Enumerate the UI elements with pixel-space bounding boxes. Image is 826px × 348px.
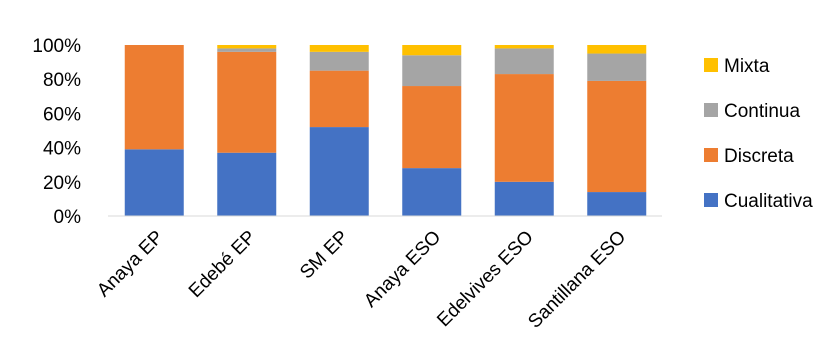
bar-segment-cualitativa [217,152,277,216]
y-tick-label: 0% [54,207,82,228]
bar-segment-cualitativa [124,149,184,216]
x-tick-label: SM EP [296,227,353,284]
y-tick-label: 80% [43,70,81,91]
bar-segment-discreta [309,70,369,128]
bar-segment-mixta [494,45,554,49]
x-tick-label: Anaya EP [93,227,168,302]
y-tick-label: 100% [32,36,81,57]
bar-segment-cualitativa [402,168,462,216]
legend-label: Cualitativa [724,191,813,212]
x-tick-label: Edebé EP [185,227,260,302]
bar-segment-discreta [494,74,554,182]
bar-segment-mixta [587,45,647,54]
legend-swatch-mixta [704,58,718,72]
legend-swatch-discreta [704,148,718,162]
bar-segment-mixta [402,45,462,56]
y-tick-label: 60% [43,104,81,125]
bar-segment-continua [494,48,554,75]
bar-segment-cualitativa [587,192,647,216]
bar-segment-continua [587,53,647,81]
legend-label: Discreta [724,146,794,167]
legend-swatch-cualitativa [704,193,718,207]
bar-segment-mixta [217,45,277,49]
y-tick-label: 40% [43,139,81,160]
bar-segment-continua [217,48,277,52]
y-axis: 0% 20% 40% 60% 80% 100% [32,36,81,228]
bar-segment-cualitativa [309,127,369,216]
bar-segment-mixta [309,45,369,52]
bar-segment-discreta [402,86,462,169]
x-axis: Anaya EP Edebé EP SM EP Anaya ESOEdelvives … [93,227,630,333]
bar-segment-continua [402,55,462,87]
y-tick-label: 20% [43,173,81,194]
bar-segment-discreta [217,51,277,153]
legend-label: Mixta [724,56,770,77]
legend: Mixta Continua Discreta Cualitativa [704,56,813,212]
bar-segment-continua [309,51,369,71]
bar-segment-discreta [587,80,647,193]
bar-segment-discreta [124,45,184,150]
bar-segment-cualitativa [494,181,554,216]
x-tick-label: Anaya ESO [360,227,445,312]
x-tick-label: Edelvives ESO [433,227,537,331]
legend-swatch-continua [704,103,718,117]
legend-label: Continua [724,101,800,122]
x-tick-label: Santillana ESO [524,227,630,333]
bars [124,45,647,216]
